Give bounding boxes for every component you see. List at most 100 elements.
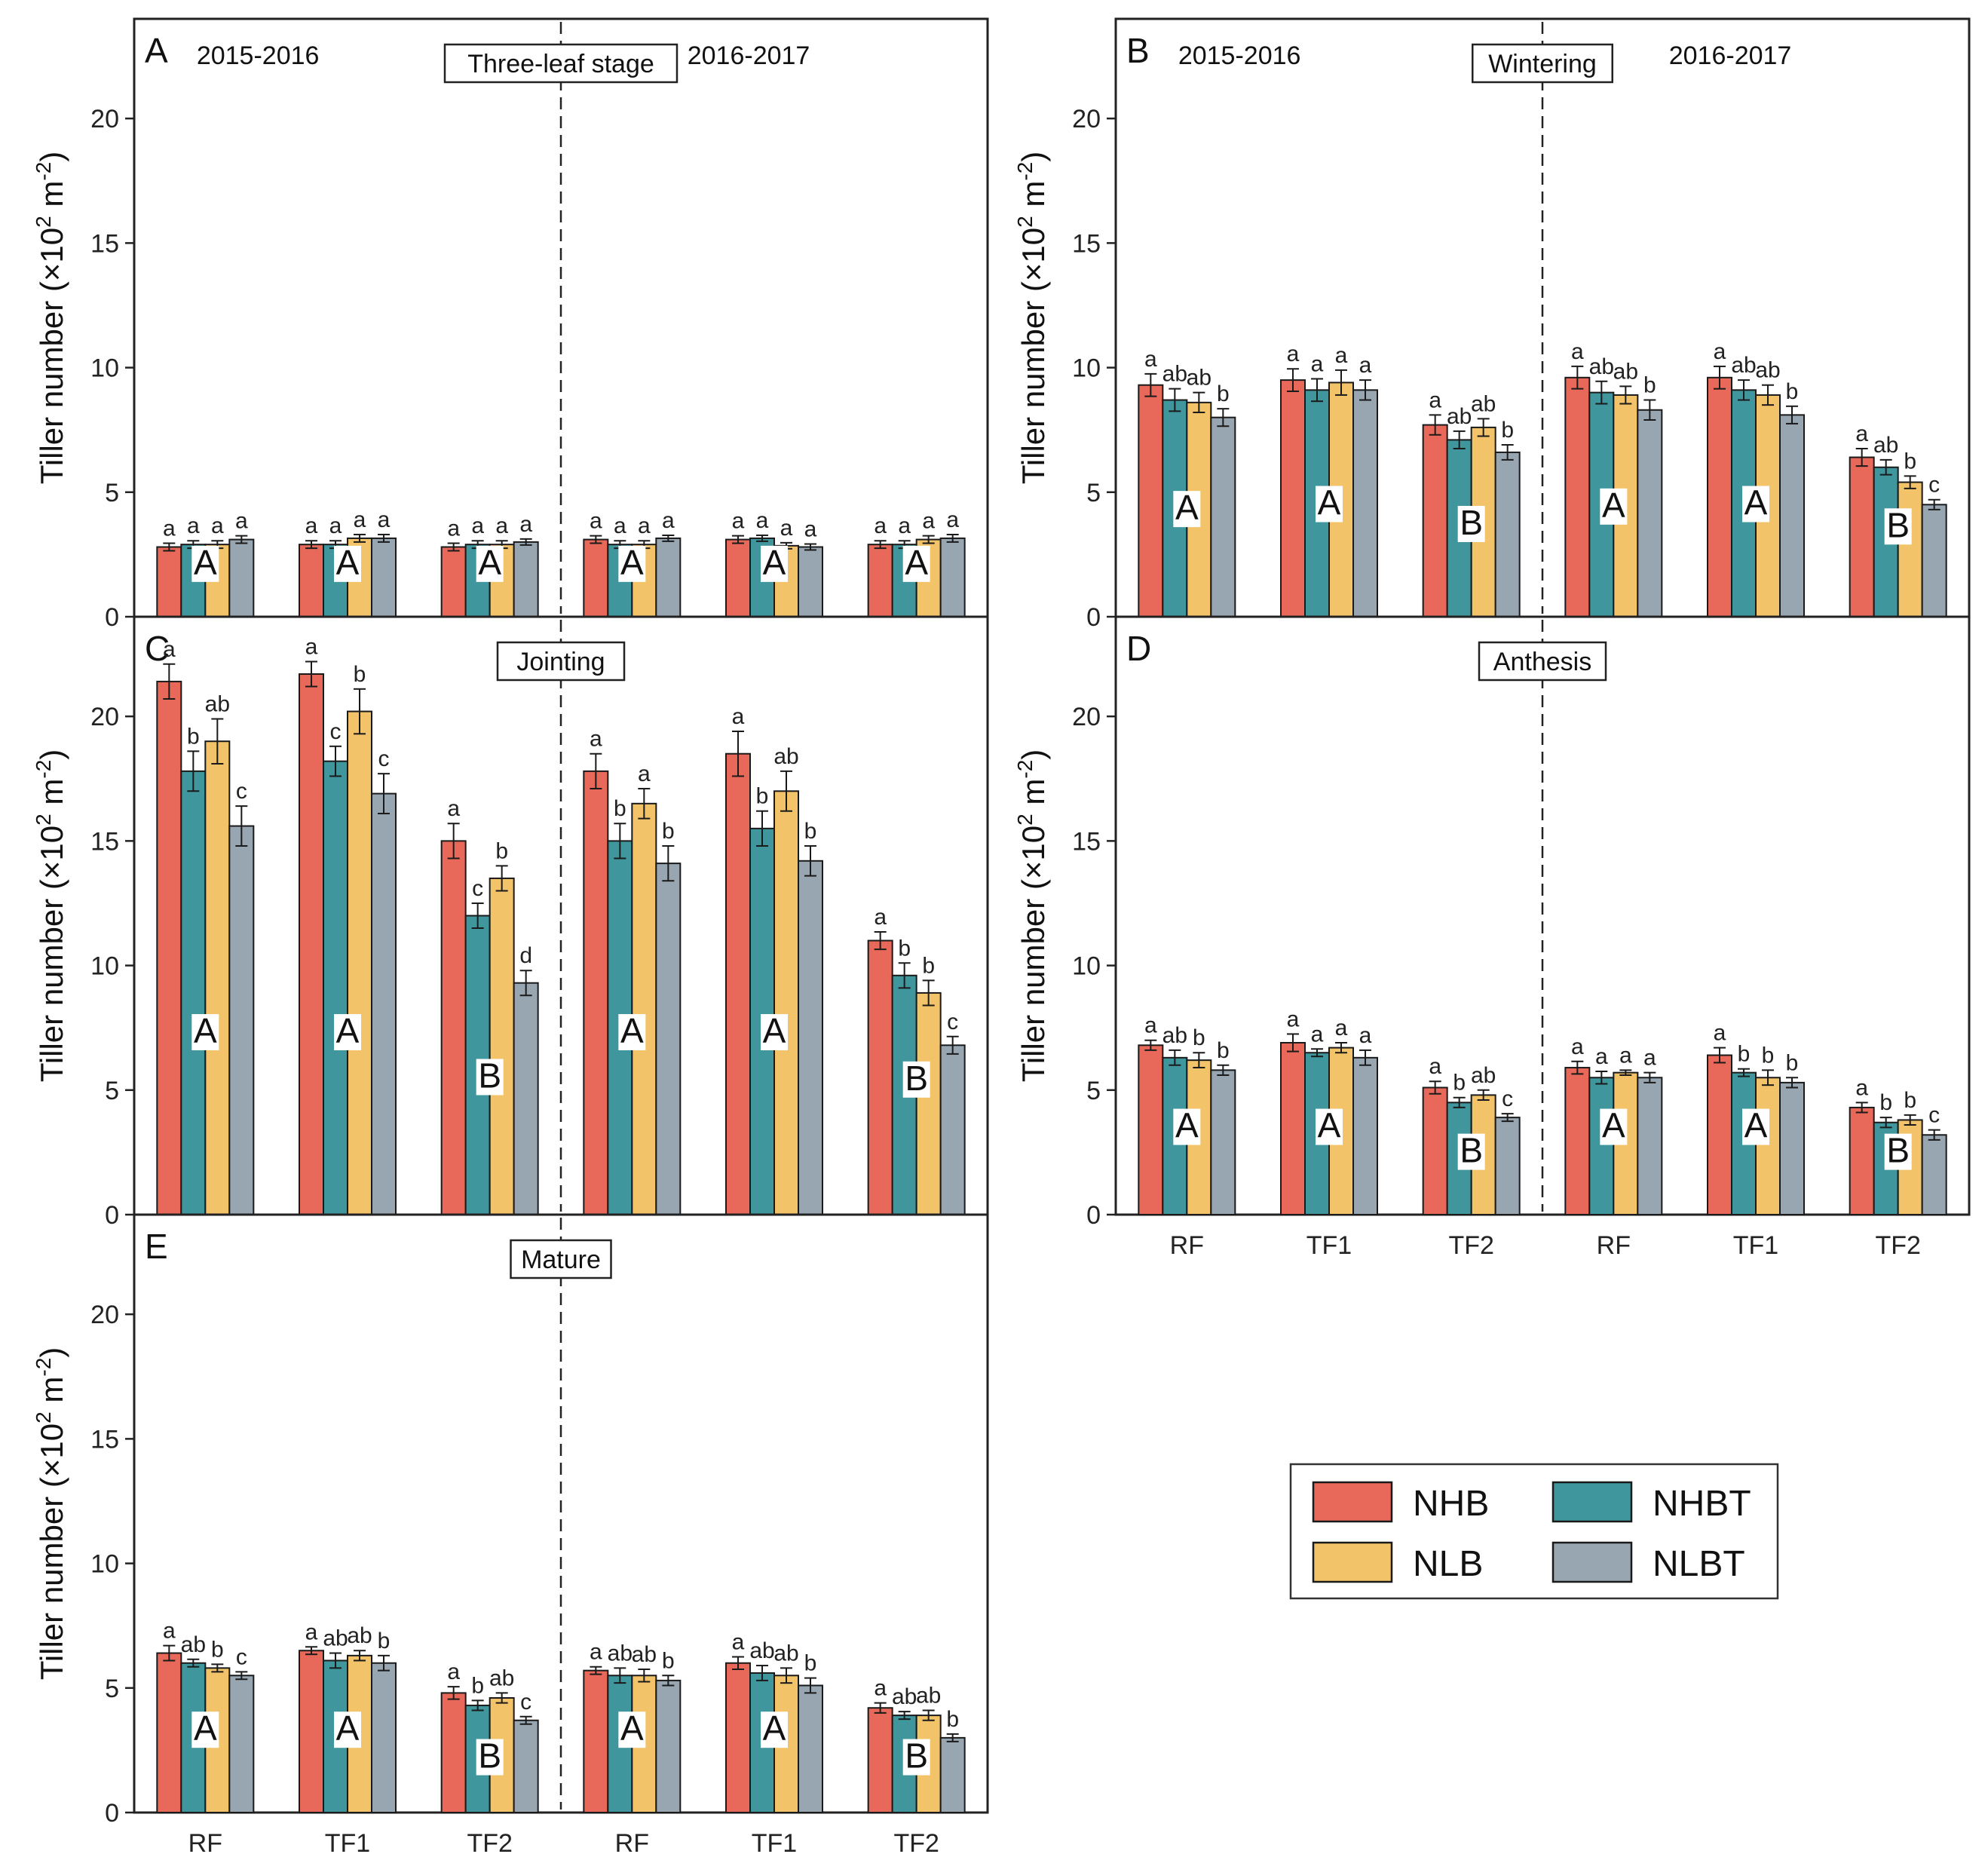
significance-letter: ab <box>1755 358 1780 383</box>
significance-letter: ab <box>773 744 798 769</box>
group-label: A <box>336 1011 360 1050</box>
significance-letter: ab <box>1187 366 1211 391</box>
group-label: A <box>478 543 501 582</box>
year-label: 2015-2016 <box>1178 41 1301 70</box>
group-label: A <box>1318 483 1341 522</box>
year-label: 2016-2017 <box>688 41 810 70</box>
x-tick-label: TF2 <box>1448 1231 1493 1260</box>
group-label: A <box>336 1708 360 1748</box>
bar-nhb <box>1849 1106 1875 1215</box>
significance-letter: a <box>756 508 769 533</box>
bar-nlb <box>915 991 942 1216</box>
stage-label: Three-leaf stage <box>467 50 654 78</box>
significance-letter: c <box>472 876 483 901</box>
significance-letter: b <box>946 1707 959 1732</box>
legend-label-nhb: NHB <box>1413 1484 1489 1524</box>
significance-letter: a <box>590 727 602 752</box>
significance-letter: ab <box>749 1638 774 1663</box>
y-tick-label: 10 <box>90 952 119 981</box>
group-label: B <box>905 1059 928 1098</box>
significance-letter: a <box>946 507 959 532</box>
bar-nlbt <box>513 1719 539 1814</box>
x-tick-label: TF1 <box>325 1829 370 1854</box>
significance-letter: a <box>732 1629 745 1654</box>
significance-letter: ab <box>1162 1023 1187 1048</box>
group-label: B <box>1460 503 1483 542</box>
significance-letter: a <box>1311 351 1324 376</box>
significance-letter: b <box>1501 418 1514 443</box>
significance-letter: a <box>1144 1013 1157 1038</box>
group-label-backing <box>191 545 219 582</box>
significance-letter: c <box>1928 473 1940 498</box>
significance-letter: ab <box>916 1684 941 1708</box>
legend: NHB NHBT NLB NLBT <box>1289 1463 1779 1600</box>
bar-nlbt <box>655 537 682 618</box>
group-label-backing <box>1316 1108 1343 1145</box>
bar-nhb <box>440 1692 467 1813</box>
bar-nlb <box>489 877 515 1215</box>
year-label: 2016-2017 <box>1669 41 1792 70</box>
group-label-backing <box>1173 491 1201 528</box>
x-tick-label: TF1 <box>752 1829 797 1854</box>
significance-letter: a <box>874 1676 887 1701</box>
significance-letter: a <box>447 1659 460 1684</box>
significance-letter: a <box>163 1619 176 1644</box>
significance-letter: b <box>1904 449 1916 473</box>
significance-letter: c <box>330 719 342 744</box>
bar-nlbt <box>1494 1117 1521 1215</box>
bar-nlbt <box>1494 451 1521 617</box>
significance-letter: a <box>471 513 484 538</box>
significance-letter: a <box>378 507 391 532</box>
y-tick-label: 20 <box>1072 105 1101 133</box>
bar-nhb <box>440 546 467 618</box>
group-label: A <box>1602 486 1625 525</box>
significance-letter: c <box>236 779 247 804</box>
bar-nlb <box>631 802 657 1215</box>
significance-letter: a <box>329 513 342 538</box>
significance-letter: b <box>1643 373 1656 398</box>
significance-letter: a <box>1571 1034 1584 1059</box>
bar-nlbt <box>1210 416 1236 618</box>
group-label-backing <box>334 545 361 582</box>
significance-letter: a <box>590 1640 602 1665</box>
group-label-backing <box>1600 1108 1628 1145</box>
bar-group-tf1: a c b c A <box>299 634 397 1215</box>
bar-nlb <box>1755 1077 1781 1216</box>
bar-nlb <box>773 790 799 1215</box>
bar-nlbt <box>939 537 966 618</box>
group-label-backing <box>761 1014 788 1051</box>
significance-letter: a <box>447 516 460 541</box>
significance-letter: a <box>305 513 318 538</box>
significance-letter: a <box>1335 1016 1348 1040</box>
x-tick-label: RF <box>615 1829 649 1854</box>
significance-letter: a <box>1311 1022 1324 1047</box>
significance-letter: a <box>1287 342 1300 366</box>
y-axis-label: Tiller number (×102 m-2) <box>32 152 69 485</box>
significance-letter: ab <box>323 1626 348 1651</box>
y-axis-label: Tiller number (×102 m-2) <box>32 749 69 1083</box>
significance-letter: a <box>662 508 675 533</box>
y-tick-label: 15 <box>1072 827 1101 856</box>
group-label: B <box>1460 1131 1483 1170</box>
significance-letter: b <box>756 784 769 809</box>
bar-nhb <box>583 538 609 618</box>
significance-letter: b <box>804 819 817 844</box>
group-label: A <box>194 1011 217 1050</box>
significance-letter: a <box>1595 1044 1608 1069</box>
significance-letter: b <box>662 819 675 844</box>
group-label-backing <box>476 1739 504 1776</box>
significance-letter: c <box>378 746 390 771</box>
significance-letter: ab <box>1613 359 1638 384</box>
significance-letter: a <box>447 796 460 821</box>
